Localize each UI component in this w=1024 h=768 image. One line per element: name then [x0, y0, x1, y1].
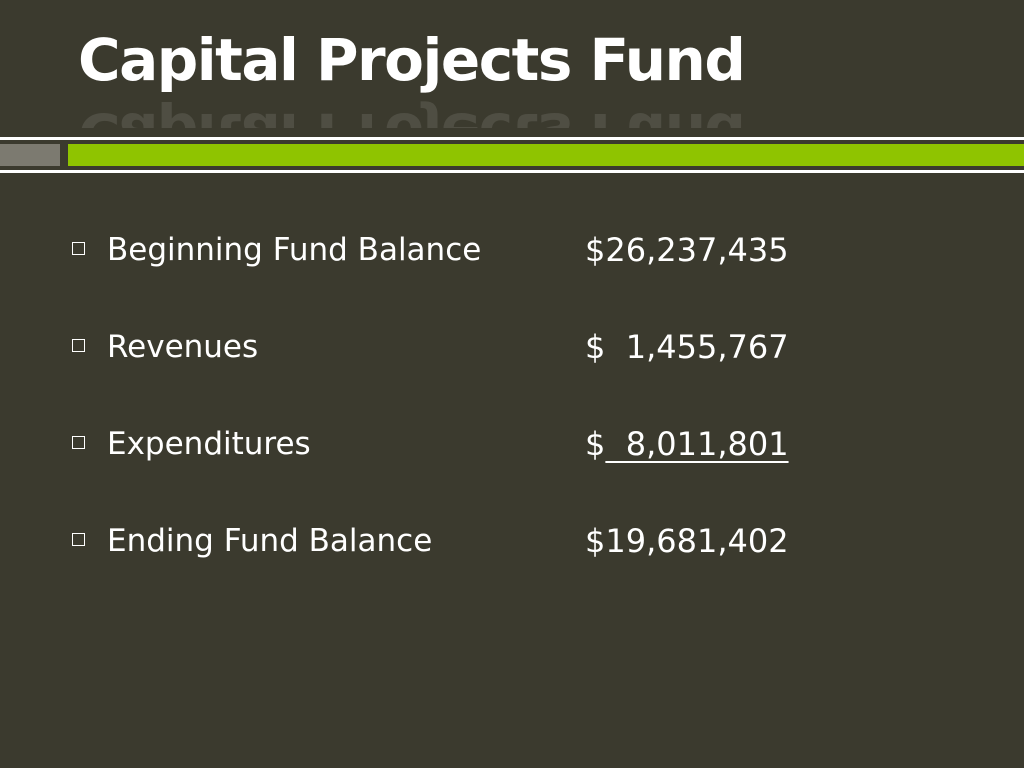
item-value: $ 1,455,767	[585, 325, 789, 369]
list-item-revenues: Revenues $ 1,455,767	[0, 319, 1024, 379]
divider-top-line	[0, 137, 1024, 140]
item-amount: 19,681,402	[605, 522, 789, 560]
square-bullet-icon	[72, 339, 85, 352]
currency-symbol: $	[585, 425, 606, 463]
item-value: $19,681,402	[585, 519, 789, 563]
item-label: Revenues	[107, 329, 259, 365]
title-reflection: Capital Projects Fund	[78, 98, 778, 128]
currency-symbol: $	[585, 328, 606, 366]
item-value: $ 8,011,801	[585, 422, 789, 466]
square-bullet-icon	[72, 436, 85, 449]
item-label: Ending Fund Balance	[107, 523, 433, 559]
square-bullet-icon	[72, 242, 85, 255]
item-amount: 1,455,767	[605, 328, 789, 366]
accent-bar-gray	[0, 144, 60, 166]
list-item-expenditures: Expenditures $ 8,011,801	[0, 416, 1024, 476]
item-value: $26,237,435	[585, 228, 789, 272]
square-bullet-icon	[72, 533, 85, 546]
item-amount: 26,237,435	[605, 231, 789, 269]
list-item-ending-fund-balance: Ending Fund Balance $19,681,402	[0, 513, 1024, 573]
list-item-beginning-fund-balance: Beginning Fund Balance $26,237,435	[0, 222, 1024, 282]
slide-title: Capital Projects Fund	[78, 26, 746, 94]
currency-symbol: $	[585, 231, 606, 269]
item-label: Beginning Fund Balance	[107, 232, 482, 268]
divider-bottom-line	[0, 170, 1024, 173]
accent-bar-green	[68, 144, 1024, 166]
currency-symbol: $	[585, 522, 606, 560]
item-label: Expenditures	[107, 426, 311, 462]
title-reflection-text: Capital Projects Fund	[78, 98, 778, 128]
item-amount: 8,011,801	[605, 425, 789, 463]
